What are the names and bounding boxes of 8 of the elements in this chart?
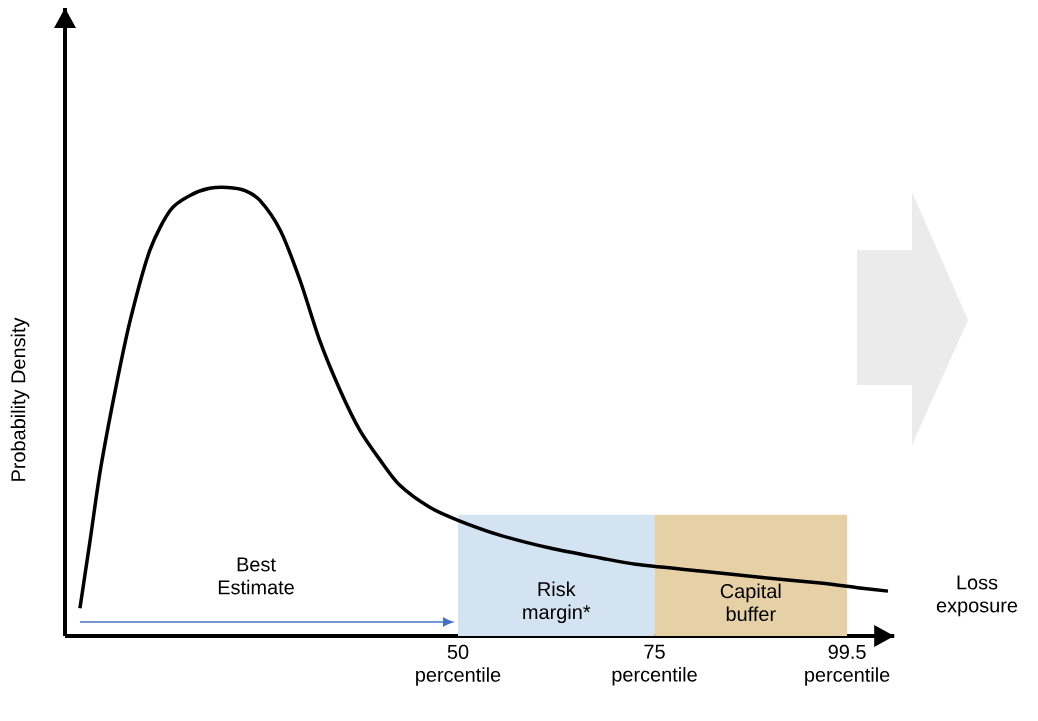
y-axis-title: Probability Density (10, 317, 30, 481)
x-axis-title: Loss exposure (936, 575, 1018, 617)
x-tick-label: 75 percentile (612, 644, 697, 686)
annotation: Best Estimate (218, 557, 294, 595)
x-tick-label: 50 percentile (416, 644, 501, 686)
x-tick-label: 99.5 percentile (805, 644, 890, 686)
band-label: Risk margin* (523, 581, 591, 624)
band-label: Capital buffer (720, 583, 781, 622)
